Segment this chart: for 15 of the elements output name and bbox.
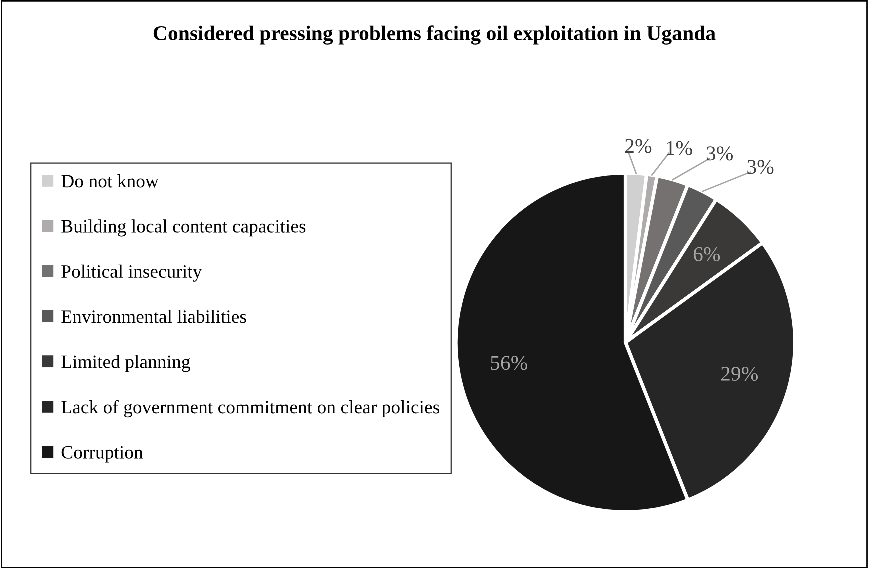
legend-label: Building local content capacities xyxy=(62,220,306,237)
data-label: 6% xyxy=(694,247,720,262)
legend-label: Political insecurity xyxy=(62,264,202,282)
data-label: 3% xyxy=(748,160,774,174)
data-label: 3% xyxy=(706,146,734,161)
data-label: 56% xyxy=(491,356,528,370)
data-label: 29% xyxy=(721,366,758,382)
legend-label: Lack of government commitment on clear policies xyxy=(62,400,440,418)
data-label: 1% xyxy=(667,141,692,156)
legend-label: Corruption xyxy=(62,446,144,463)
data-label: 2% xyxy=(625,139,652,154)
legend-label: Limited planning xyxy=(62,355,190,372)
legend-label: Environmental liabilities xyxy=(62,310,246,324)
chart-title: Considered pressing problems facing oil exploitation in Uganda xyxy=(154,26,716,45)
legend-label: Do not know xyxy=(62,174,159,188)
